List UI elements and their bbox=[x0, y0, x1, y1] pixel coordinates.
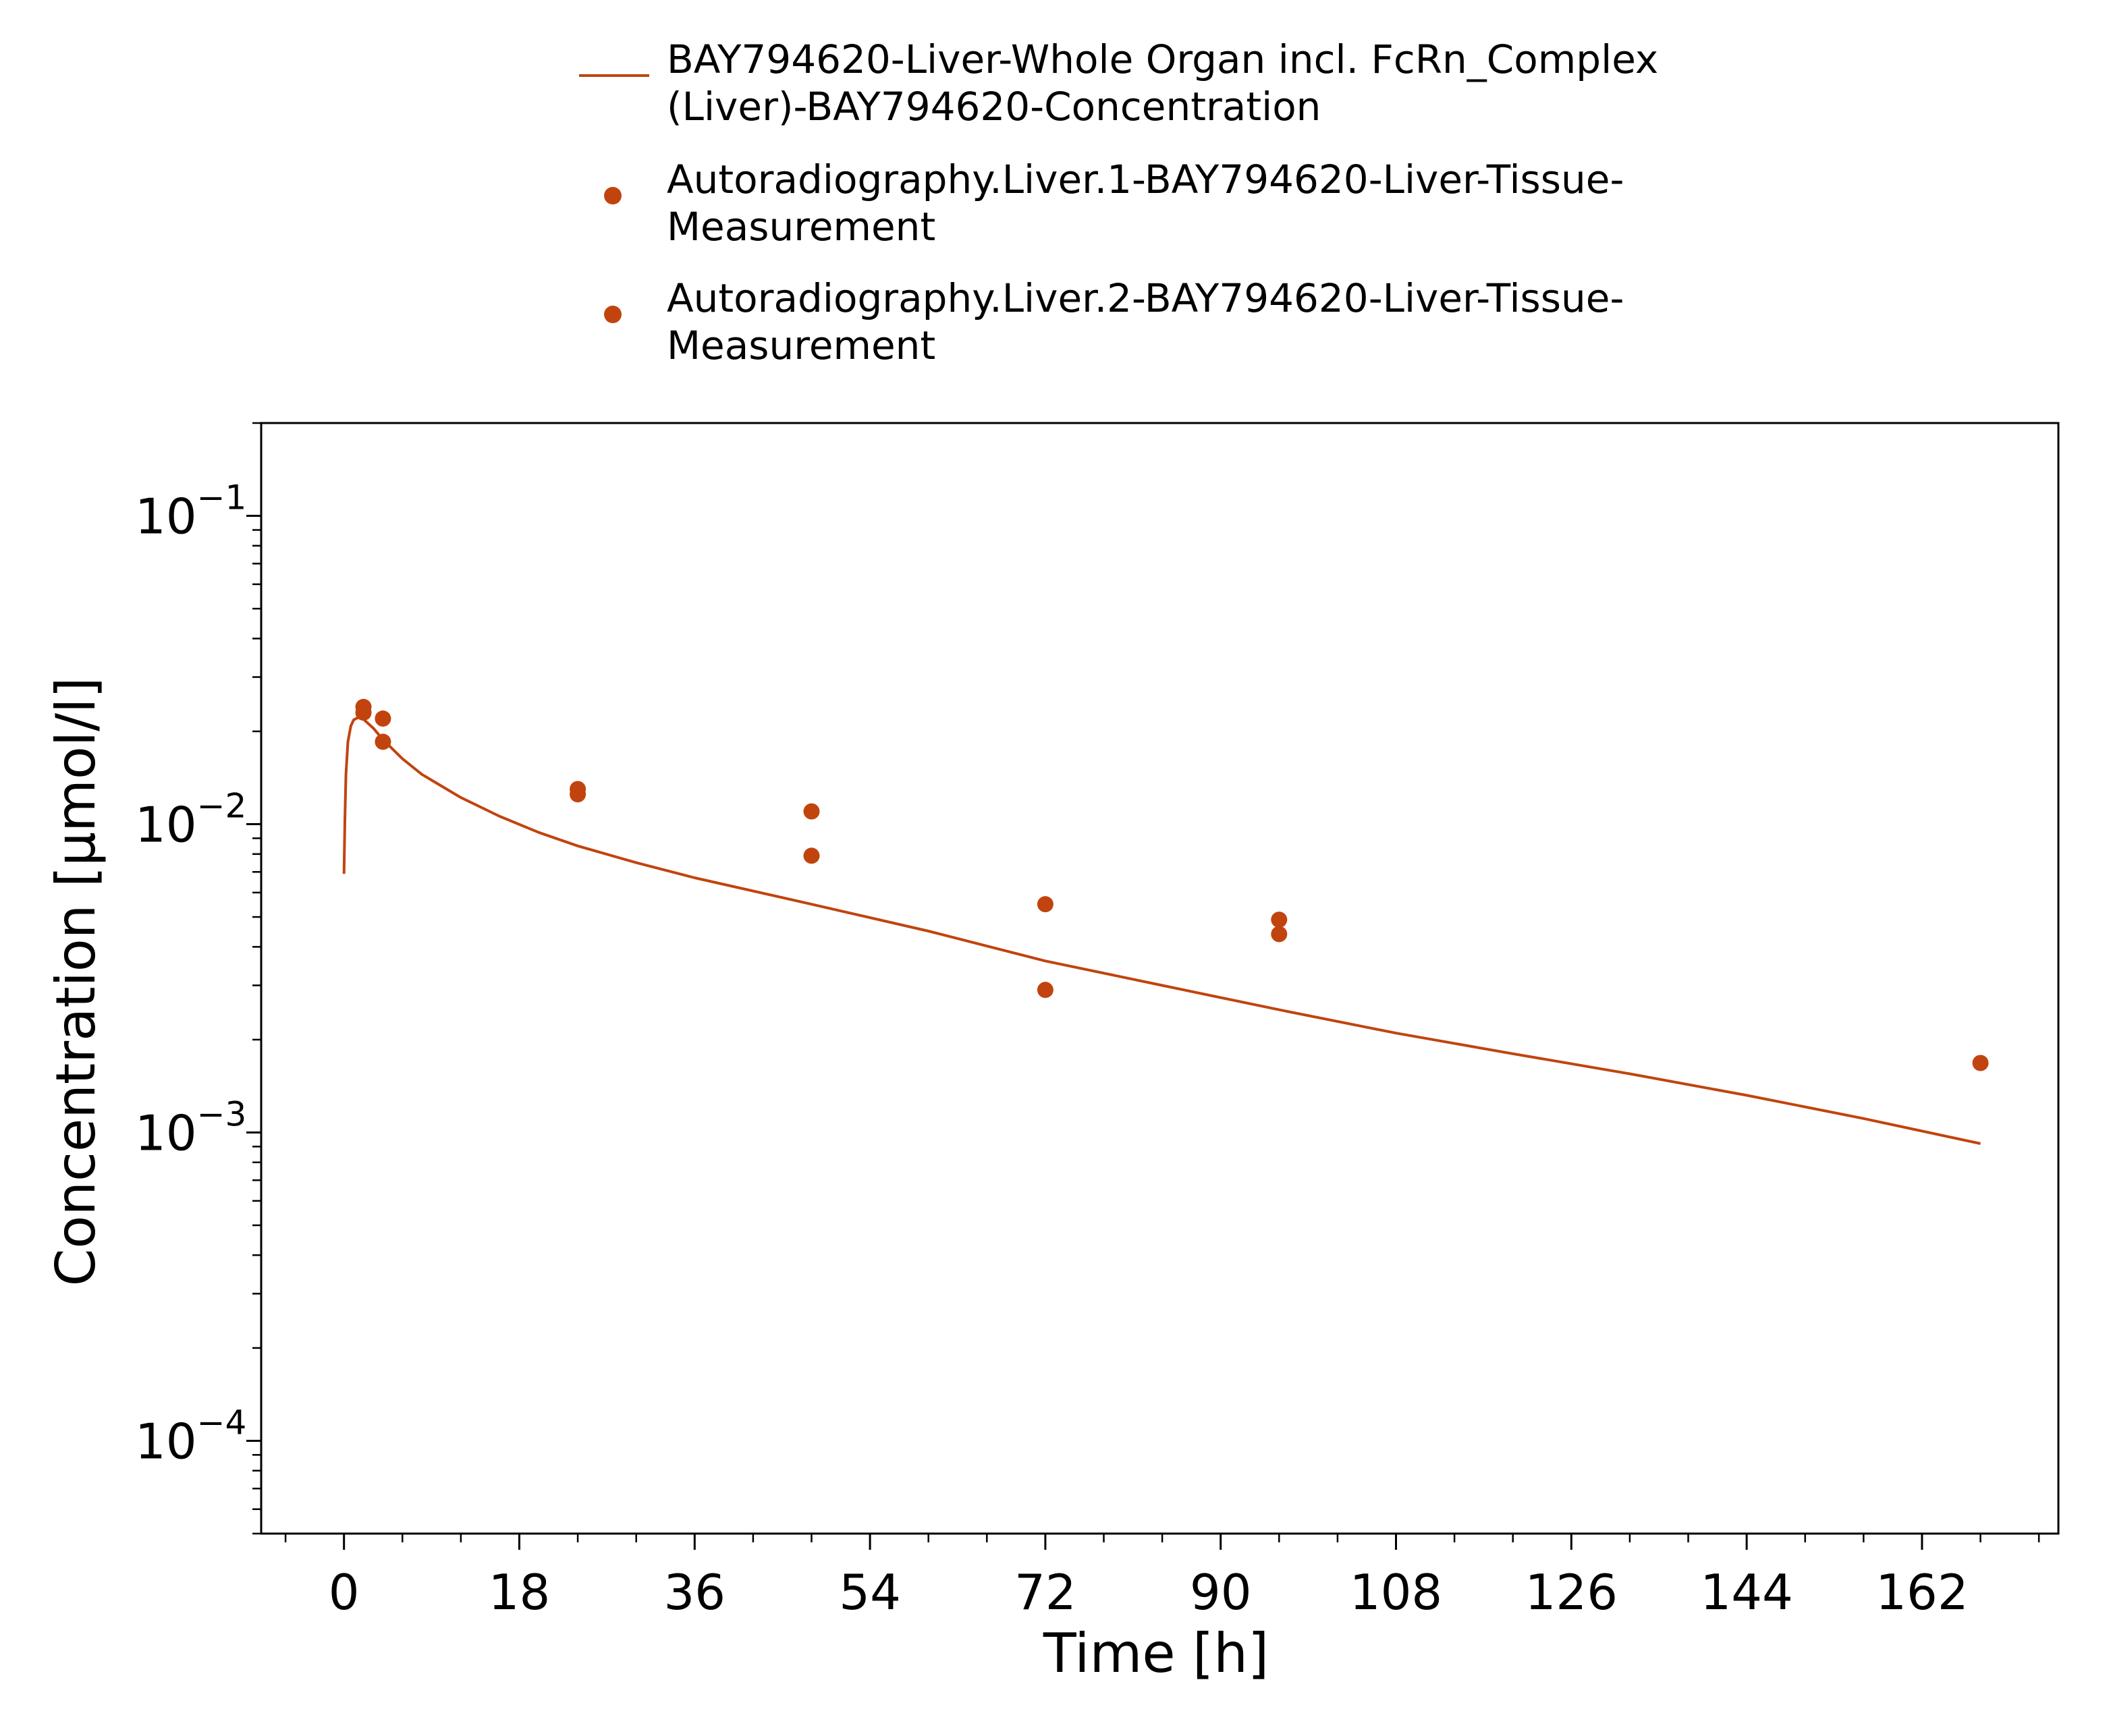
legend-label: Autoradiography.Liver.1-BAY794620-Liver-… bbox=[667, 157, 1624, 202]
y-tick-label: 10−2 bbox=[135, 787, 246, 853]
x-tick-label: 18 bbox=[489, 1564, 551, 1621]
data-point bbox=[355, 704, 372, 721]
y-tick-exponent: −2 bbox=[197, 787, 247, 826]
x-tick-label: 126 bbox=[1525, 1564, 1618, 1621]
data-point bbox=[803, 803, 820, 820]
y-tick-base: 10 bbox=[135, 1413, 197, 1469]
x-tick-label: 144 bbox=[1700, 1564, 1792, 1621]
x-tick-label: 72 bbox=[1014, 1564, 1076, 1621]
legend-label: Measurement bbox=[667, 204, 935, 250]
legend-dot-marker bbox=[604, 187, 622, 204]
data-point bbox=[1037, 982, 1053, 999]
x-tick-label: 90 bbox=[1190, 1564, 1252, 1621]
data-point bbox=[803, 847, 820, 864]
x-tick-label: 162 bbox=[1875, 1564, 1968, 1621]
data-point bbox=[1972, 1055, 1989, 1071]
y-axis: 10−410−310−210−1 bbox=[135, 422, 261, 1535]
plot-series bbox=[342, 698, 1989, 1145]
y-tick-label: 10−4 bbox=[135, 1403, 246, 1469]
legend-label: Autoradiography.Liver.2-BAY794620-Liver-… bbox=[667, 275, 1624, 321]
data-point bbox=[375, 710, 391, 727]
x-tick-label: 108 bbox=[1350, 1564, 1442, 1621]
legend-dot-marker bbox=[604, 306, 622, 323]
data-point bbox=[375, 733, 391, 750]
y-tick-base: 10 bbox=[135, 797, 197, 853]
y-tick-label: 10−3 bbox=[135, 1094, 246, 1161]
x-tick-label: 36 bbox=[663, 1564, 725, 1621]
x-tick-label: 0 bbox=[329, 1564, 360, 1621]
y-tick-exponent: −4 bbox=[197, 1403, 247, 1442]
x-tick-label: 54 bbox=[839, 1564, 901, 1621]
y-tick-label: 10−1 bbox=[135, 478, 246, 545]
x-axis: 0 18 36 54 72 90 108 126 144 162 bbox=[284, 1534, 2040, 1621]
legend: BAY794620-Liver-Whole Organ incl. FcRn_C… bbox=[579, 36, 1658, 368]
y-tick-base: 10 bbox=[135, 488, 197, 545]
y-tick-exponent: −1 bbox=[197, 478, 247, 517]
data-point bbox=[1037, 896, 1053, 913]
legend-label: (Liver)-BAY794620-Concentration bbox=[667, 84, 1321, 130]
data-point bbox=[570, 786, 586, 803]
data-point bbox=[1271, 926, 1288, 943]
series-line bbox=[342, 716, 1981, 1145]
legend-label: BAY794620-Liver-Whole Organ incl. FcRn_C… bbox=[667, 36, 1658, 82]
plot-area-frame bbox=[260, 422, 2060, 1535]
legend-label: Measurement bbox=[667, 323, 935, 368]
y-axis-title: Concentration [µmol/l] bbox=[45, 677, 107, 1287]
y-tick-base: 10 bbox=[135, 1104, 197, 1161]
data-point bbox=[1271, 912, 1288, 928]
x-axis-title: Time [h] bbox=[1043, 1622, 1269, 1685]
y-tick-exponent: −3 bbox=[197, 1094, 247, 1133]
